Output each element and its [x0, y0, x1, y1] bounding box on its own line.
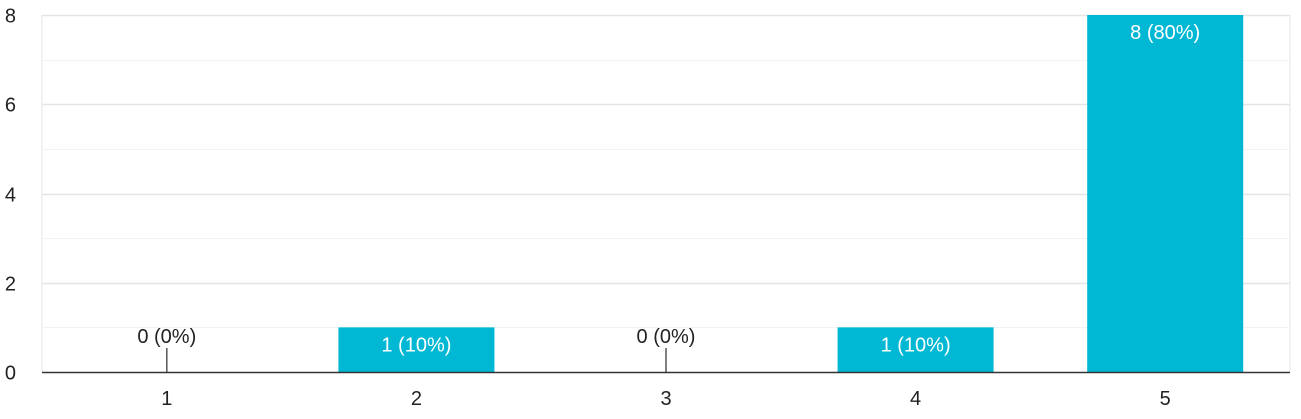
- x-tick-label: 1: [161, 388, 172, 410]
- y-tick-label: 8: [5, 6, 16, 28]
- x-tick-label: 2: [411, 388, 422, 410]
- data-labels: 0 (0%) 1 (10%) 0 (0%) 1 (10%) 8 (80%): [137, 22, 1200, 356]
- x-tick-label: 5: [1160, 388, 1171, 410]
- bar: [1087, 15, 1244, 372]
- data-label: 0 (0%): [637, 326, 696, 348]
- data-label: 0 (0%): [137, 326, 196, 348]
- x-tick-label: 3: [660, 388, 671, 410]
- bar: [837, 327, 994, 372]
- grid-lines: [41, 14, 1291, 372]
- bar: [338, 327, 495, 372]
- data-label: 1 (10%): [881, 334, 951, 356]
- y-tick-label: 0: [5, 363, 16, 385]
- y-tick-label: 6: [5, 95, 16, 117]
- y-tick-labels: 0 2 4 6 8: [5, 6, 16, 385]
- y-tick-label: 4: [5, 185, 16, 207]
- data-label: 8 (80%): [1130, 22, 1200, 44]
- data-label: 1 (10%): [381, 334, 451, 356]
- x-tick-label: 4: [910, 388, 921, 410]
- y-tick-label: 2: [5, 274, 16, 296]
- bars: [166, 15, 1244, 372]
- x-tick-labels: 1 2 3 4 5: [161, 388, 1171, 410]
